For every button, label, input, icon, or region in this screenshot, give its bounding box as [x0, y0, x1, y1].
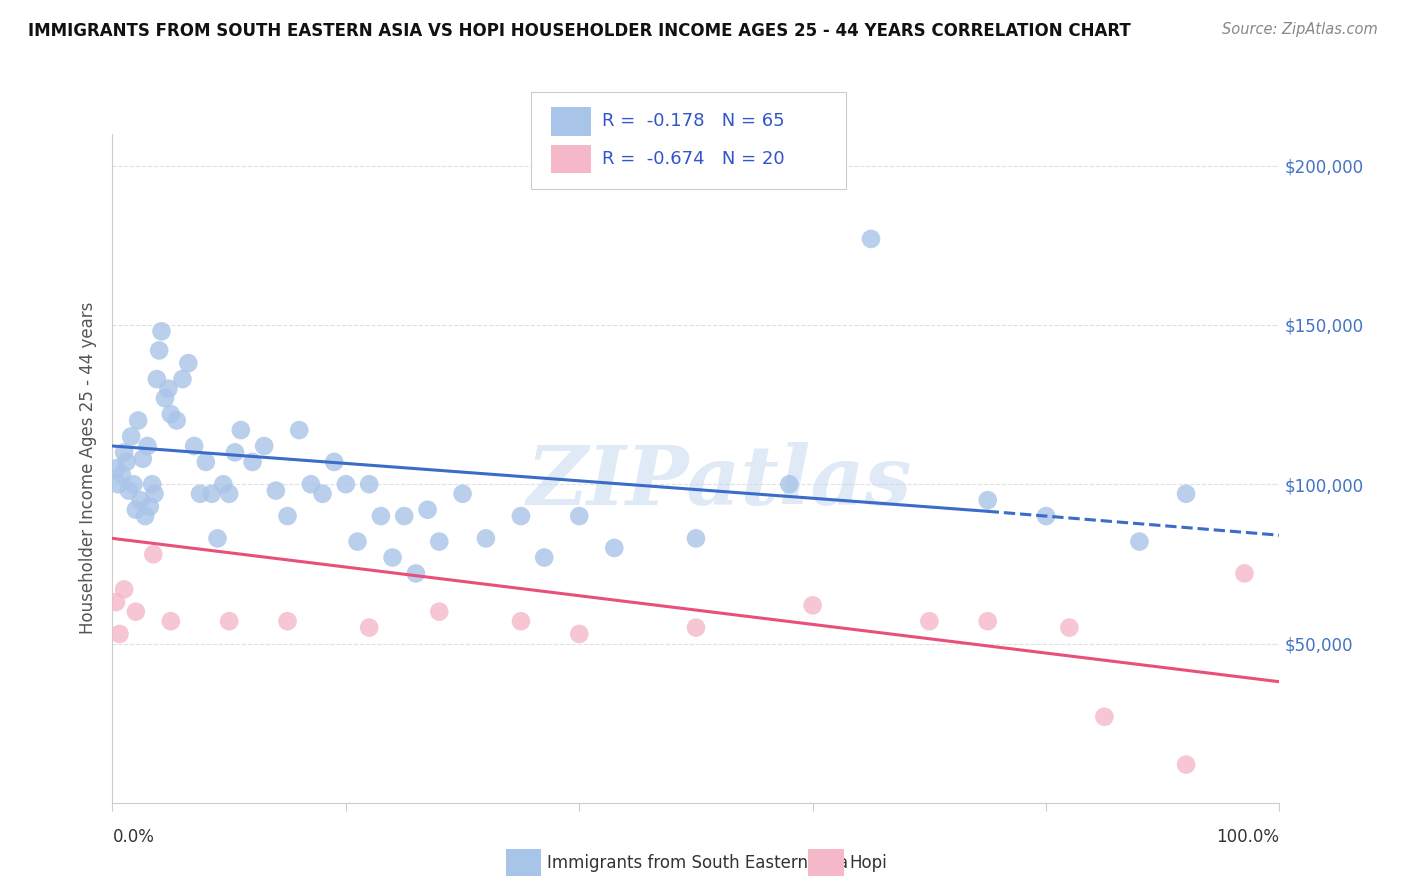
Point — [1128, 534, 1150, 549]
Point — [335, 477, 357, 491]
Point — [141, 477, 163, 491]
Point — [359, 621, 381, 635]
Point — [112, 445, 135, 459]
Point — [132, 451, 155, 466]
Point — [118, 483, 141, 498]
Point — [1092, 710, 1115, 724]
Point — [685, 621, 707, 635]
Point — [201, 487, 224, 501]
Point — [142, 547, 165, 561]
Point — [177, 356, 200, 370]
Point — [107, 477, 129, 491]
Point — [207, 532, 229, 546]
Point — [146, 372, 169, 386]
Point — [104, 595, 127, 609]
Point — [509, 509, 531, 524]
Point — [976, 493, 998, 508]
Text: ZIPatlas: ZIPatlas — [527, 442, 912, 522]
Point — [229, 423, 252, 437]
Point — [212, 477, 235, 491]
Point — [153, 391, 176, 405]
Text: R =  -0.674   N = 20: R = -0.674 N = 20 — [602, 150, 785, 168]
Point — [276, 614, 298, 628]
Point — [125, 605, 148, 619]
Point — [160, 407, 183, 421]
Point — [918, 614, 941, 628]
Point — [475, 532, 498, 546]
Point — [405, 566, 427, 581]
Point — [120, 429, 142, 443]
Point — [104, 461, 127, 475]
Point — [1233, 566, 1256, 581]
Point — [150, 324, 173, 338]
Point — [1035, 509, 1057, 524]
Text: 100.0%: 100.0% — [1216, 828, 1279, 846]
Point — [346, 534, 368, 549]
Text: Hopi: Hopi — [849, 854, 887, 871]
Point — [253, 439, 276, 453]
Point — [224, 445, 246, 459]
Point — [148, 343, 170, 358]
Point — [218, 487, 240, 501]
Point — [160, 614, 183, 628]
Point — [859, 232, 883, 246]
Point — [451, 487, 474, 501]
Point — [115, 455, 138, 469]
Point — [603, 541, 626, 555]
Point — [111, 467, 134, 482]
Point — [359, 477, 381, 491]
Point — [157, 382, 180, 396]
Text: 0.0%: 0.0% — [112, 828, 155, 846]
Point — [370, 509, 392, 524]
Point — [427, 605, 450, 619]
Point — [112, 582, 135, 597]
Y-axis label: Householder Income Ages 25 - 44 years: Householder Income Ages 25 - 44 years — [79, 302, 97, 634]
Point — [166, 413, 188, 427]
Point — [416, 502, 439, 516]
Point — [685, 532, 707, 546]
Point — [1059, 621, 1081, 635]
Point — [288, 423, 311, 437]
Point — [778, 477, 800, 491]
Point — [139, 500, 162, 514]
Point — [134, 509, 156, 524]
Point — [183, 439, 205, 453]
Point — [172, 372, 194, 386]
Point — [127, 413, 149, 427]
Point — [1175, 487, 1198, 501]
Point — [188, 487, 211, 501]
Point — [381, 550, 404, 565]
Text: Immigrants from South Eastern Asia: Immigrants from South Eastern Asia — [547, 854, 848, 871]
Point — [323, 455, 346, 469]
Point — [568, 509, 591, 524]
Point — [143, 487, 166, 501]
Point — [533, 550, 555, 565]
Point — [129, 493, 152, 508]
Point — [108, 627, 131, 641]
Point — [392, 509, 416, 524]
Text: R =  -0.178   N = 65: R = -0.178 N = 65 — [602, 112, 785, 130]
Text: Source: ZipAtlas.com: Source: ZipAtlas.com — [1222, 22, 1378, 37]
Point — [427, 534, 450, 549]
Point — [276, 509, 298, 524]
Point — [509, 614, 531, 628]
Point — [122, 477, 145, 491]
Point — [194, 455, 217, 469]
Point — [136, 439, 159, 453]
Point — [125, 502, 148, 516]
Point — [568, 627, 591, 641]
Point — [242, 455, 264, 469]
Text: IMMIGRANTS FROM SOUTH EASTERN ASIA VS HOPI HOUSEHOLDER INCOME AGES 25 - 44 YEARS: IMMIGRANTS FROM SOUTH EASTERN ASIA VS HO… — [28, 22, 1130, 40]
Point — [264, 483, 287, 498]
Point — [801, 599, 824, 613]
Point — [976, 614, 998, 628]
Point — [1175, 757, 1198, 772]
Point — [311, 487, 333, 501]
Point — [218, 614, 240, 628]
Point — [299, 477, 322, 491]
